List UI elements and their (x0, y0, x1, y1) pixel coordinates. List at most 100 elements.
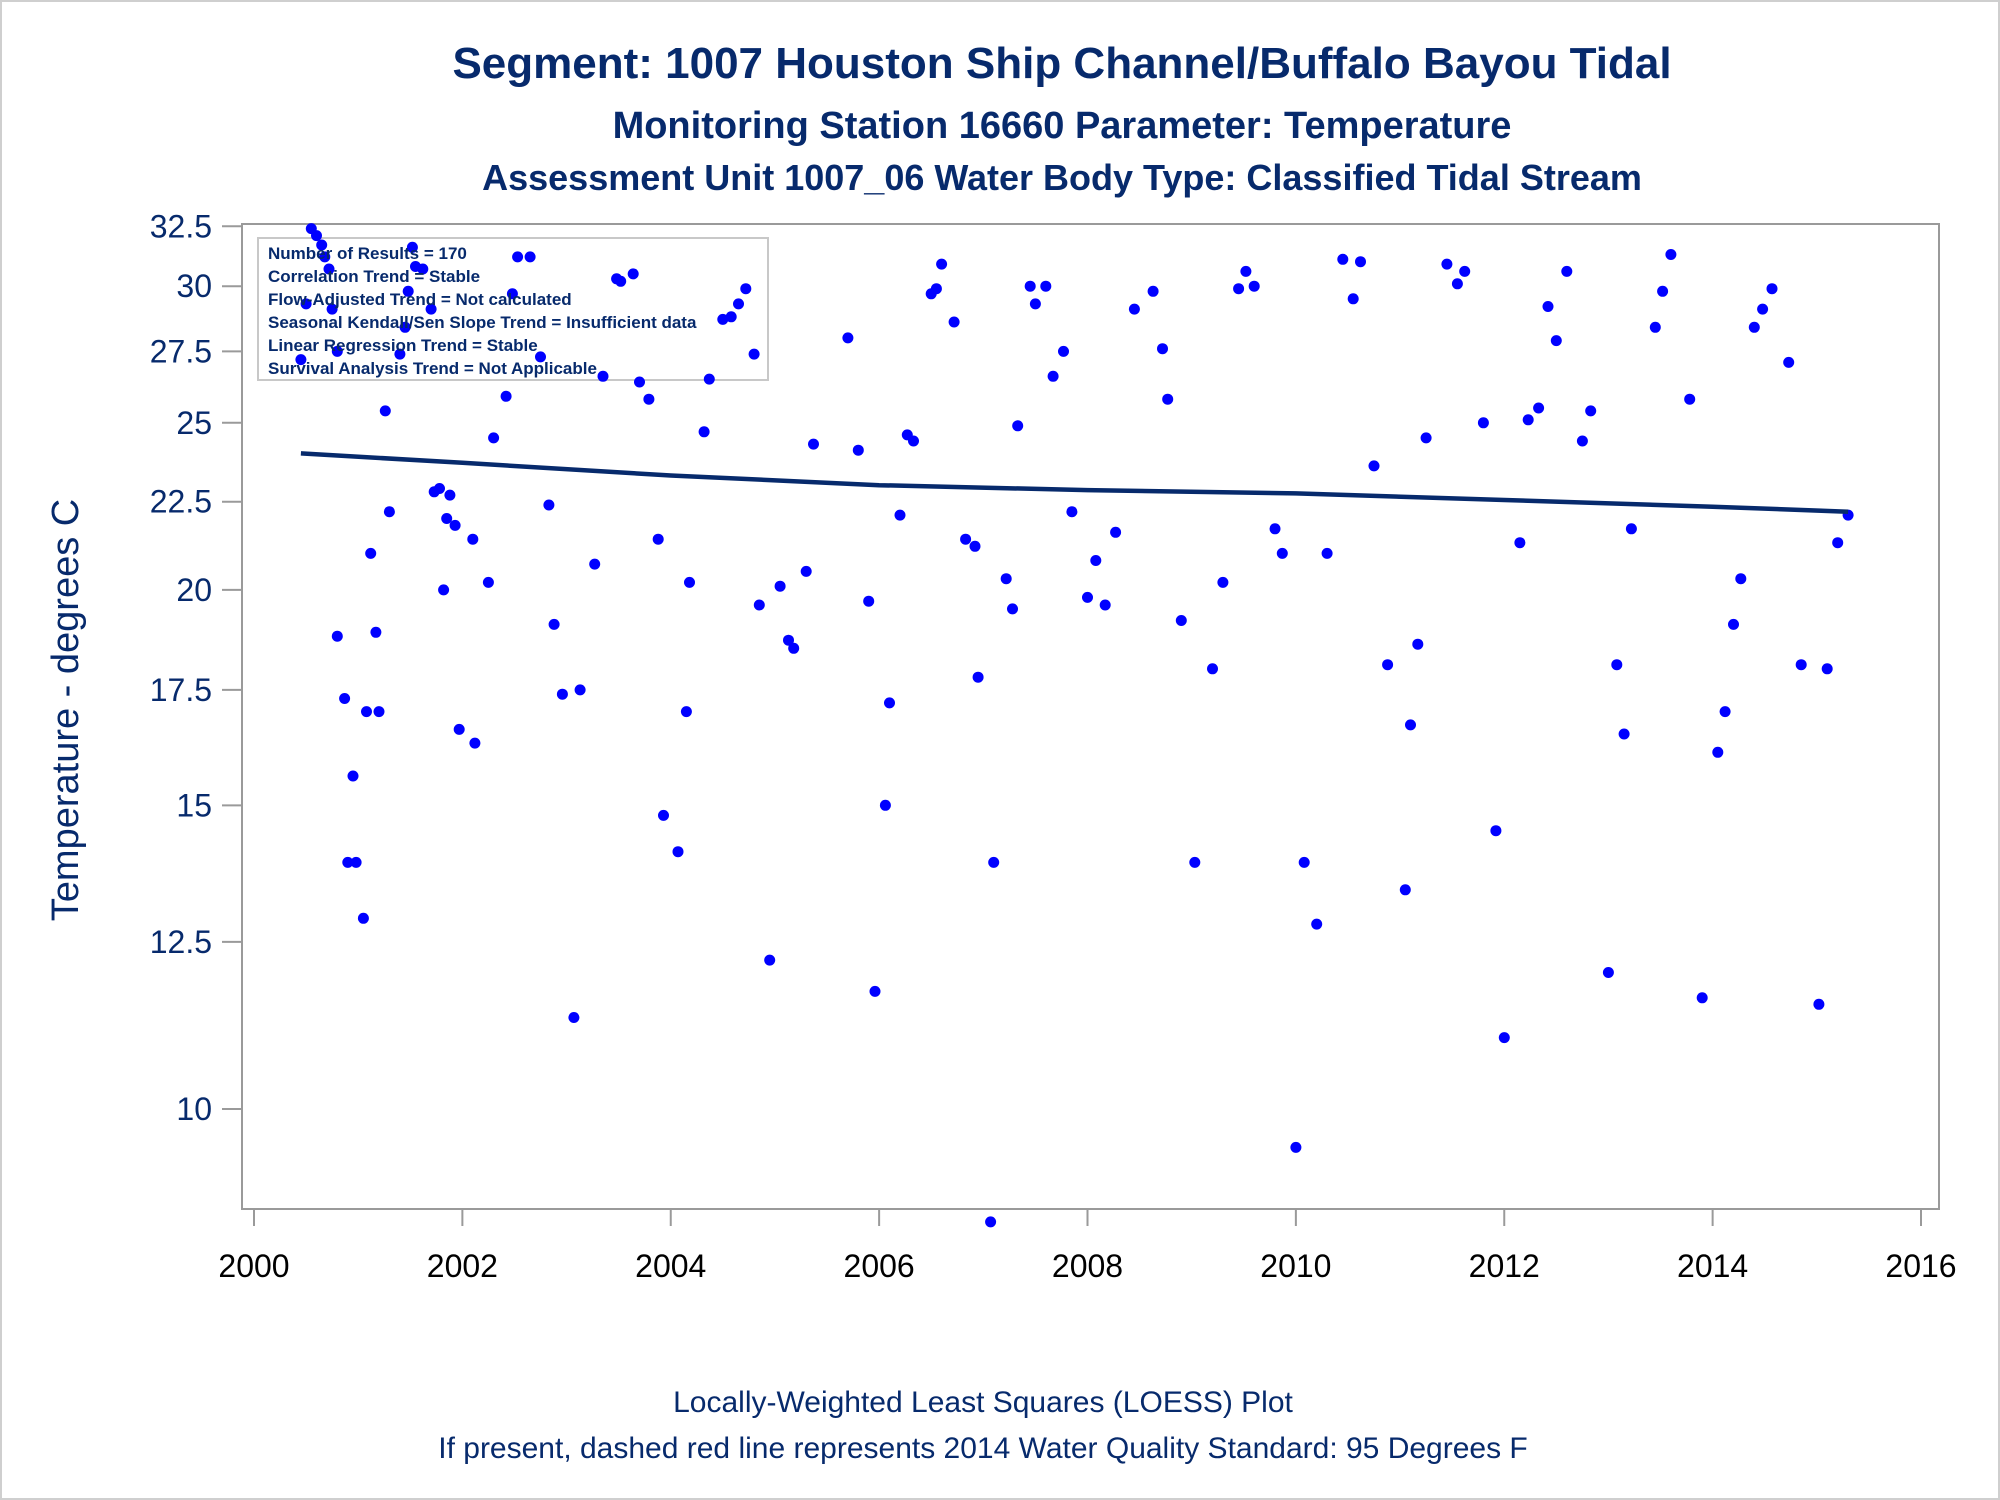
data-point (808, 438, 819, 450)
data-point (1162, 393, 1174, 405)
data-point (1748, 321, 1760, 333)
data-point (350, 856, 362, 868)
data-point (1090, 555, 1102, 566)
data-point (357, 912, 369, 924)
data-point (1477, 417, 1489, 429)
data-point (1832, 537, 1844, 549)
data-point (1602, 967, 1614, 978)
inset-line: Number of Results = 170 (268, 244, 467, 263)
data-point (1625, 523, 1637, 535)
data-point (1355, 256, 1366, 268)
data-point (717, 313, 729, 325)
data-point (488, 432, 500, 444)
x-tick-label: 2014 (1677, 1248, 1748, 1284)
data-point (1684, 393, 1696, 405)
statistics-inset: Number of Results = 170 Correlation Tren… (268, 244, 697, 378)
data-point (1561, 265, 1573, 277)
data-point (453, 723, 465, 735)
x-tick-label: 2000 (218, 1248, 289, 1284)
loess-trend-line (300, 451, 1849, 514)
data-point (879, 799, 891, 811)
data-point (1441, 258, 1453, 270)
data-point (316, 239, 328, 251)
x-tick-label: 2004 (635, 1248, 706, 1284)
x-axis: 2000 2002 2004 2006 2008 2010 2012 2014 2016 (218, 1209, 1957, 1284)
data-point (643, 393, 655, 405)
data-point (568, 1012, 580, 1023)
data-point (342, 856, 354, 868)
data-point (894, 509, 906, 521)
data-point (1047, 370, 1059, 382)
data-point (1110, 526, 1122, 538)
plot-area-frame (241, 223, 1940, 1210)
data-point (774, 580, 786, 592)
data-point (1728, 618, 1739, 630)
data-point (361, 706, 372, 718)
statistics-inset-box (257, 237, 769, 381)
data-point (863, 595, 875, 607)
data-point (930, 283, 942, 295)
data-point (434, 483, 445, 494)
data-point (884, 697, 895, 709)
data-point (658, 809, 669, 821)
data-point (1766, 283, 1778, 295)
data-point (512, 251, 524, 263)
inset-line: Linear Regression Trend = Stable (268, 336, 538, 355)
data-point (365, 547, 377, 559)
data-point (425, 303, 437, 315)
data-point (444, 489, 456, 501)
data-point (399, 321, 411, 333)
y-tick-label: 27.5 (150, 333, 212, 369)
data-point (1368, 460, 1380, 472)
chart-subtitle-assessment: Assessment Unit 1007_06 Water Body Type:… (482, 157, 1642, 198)
inset-line: Flow-Adjusted Trend = Not calculated (268, 290, 572, 309)
data-point (1347, 293, 1359, 305)
data-point (1522, 414, 1534, 426)
data-point (323, 263, 335, 275)
inset-line: Survival Analysis Trend = Not Applicable (268, 359, 597, 378)
data-point (1795, 659, 1807, 671)
y-tick-label: 15 (176, 787, 212, 823)
y-tick-label: 25 (176, 405, 212, 441)
data-point (1451, 278, 1463, 290)
data-point (733, 298, 744, 310)
data-point (869, 985, 881, 997)
data-point (535, 351, 546, 363)
data-point (1712, 746, 1724, 758)
y-tick-label: 17.5 (150, 672, 212, 708)
inset-line: Correlation Trend = Stable (268, 267, 480, 286)
data-point (1696, 992, 1708, 1004)
data-point (597, 370, 609, 382)
data-point (406, 241, 418, 253)
data-point (556, 688, 568, 700)
data-point (684, 576, 695, 588)
data-point (1813, 998, 1825, 1010)
data-point (936, 258, 948, 270)
chart-title: Segment: 1007 Houston Ship Channel/Buffa… (452, 39, 1671, 88)
data-point (331, 630, 343, 642)
y-axis-label: Temperature - degrees C (45, 499, 87, 921)
data-point (988, 856, 1000, 868)
data-points (295, 223, 1854, 1228)
data-point (764, 954, 776, 966)
data-point (543, 499, 555, 511)
data-point (1405, 719, 1416, 731)
data-point (1189, 856, 1201, 868)
data-point (1082, 591, 1093, 603)
data-point (1269, 523, 1281, 535)
data-point (740, 283, 752, 295)
x-tick-label: 2016 (1885, 1248, 1956, 1284)
data-point (908, 435, 919, 447)
data-point (589, 558, 601, 570)
data-point (783, 634, 794, 646)
data-point (703, 373, 715, 385)
data-point (1321, 547, 1333, 559)
y-axis: 10 12.5 15 17.5 20 22.5 25 27.5 30 32.5 (150, 208, 242, 1127)
data-point (948, 316, 960, 328)
data-point (402, 285, 414, 297)
data-point (1665, 249, 1677, 260)
data-point (417, 263, 429, 275)
data-point (383, 506, 395, 518)
y-tick-label: 30 (176, 268, 212, 304)
